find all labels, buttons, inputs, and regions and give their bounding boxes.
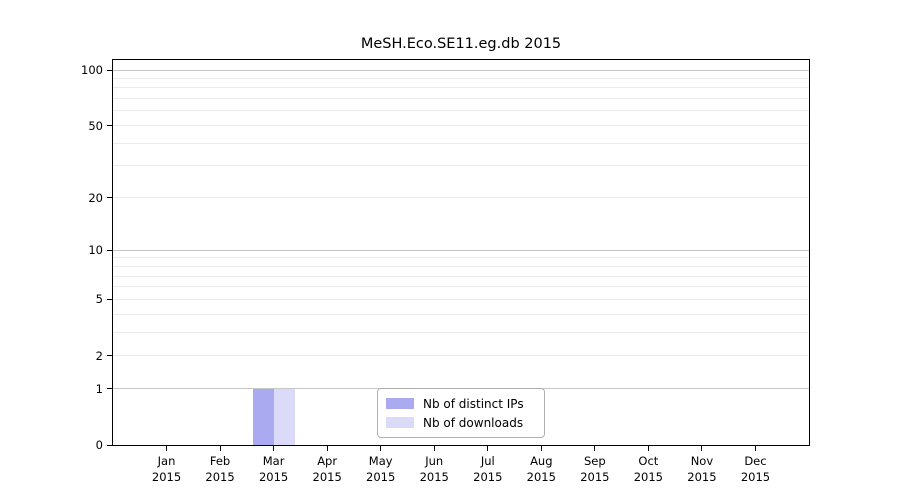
- x-tick-mark: [380, 446, 382, 451]
- y-gridline: [113, 275, 809, 277]
- y-tick-label: 1: [95, 381, 103, 396]
- legend-entry-label: Nb of downloads: [423, 415, 524, 430]
- x-tick-mark: [273, 446, 275, 451]
- y-gridline: [113, 265, 809, 267]
- x-tick-label: Mar 2015: [258, 454, 289, 484]
- y-tick-mark: [107, 249, 112, 251]
- y-gridline: [113, 125, 809, 127]
- y-gridline: [113, 87, 809, 89]
- x-tick-mark: [487, 446, 489, 451]
- y-tick-mark: [107, 355, 112, 357]
- legend-swatch-icon: [386, 398, 414, 409]
- x-tick-label: May 2015: [366, 454, 396, 484]
- x-tick-label: Feb 2015: [205, 454, 235, 484]
- y-tick-label: 0: [95, 438, 103, 452]
- legend-entry-label: Nb of distinct IPs: [423, 396, 524, 411]
- y-gridline: [113, 110, 809, 112]
- y-tick-label: 100: [81, 63, 103, 77]
- x-tick-label: Aug 2015: [526, 454, 556, 484]
- y-tick-label: 2: [95, 348, 103, 363]
- y-tick-mark: [107, 197, 112, 199]
- y-gridline: [113, 257, 809, 259]
- y-gridline: [113, 286, 809, 288]
- x-tick-mark: [433, 446, 435, 451]
- chart-title: MeSH.Eco.SE11.eg.db 2015: [360, 36, 562, 52]
- x-tick-label: Oct 2015: [633, 454, 664, 484]
- y-tick-label: 20: [88, 190, 103, 205]
- plot-area: Nb of distinct IPs Nb of downloads: [112, 59, 810, 446]
- x-tick-label: Apr 2015: [312, 454, 342, 484]
- x-tick-mark: [754, 446, 756, 451]
- x-tick-label: Dec 2015: [740, 454, 771, 484]
- legend: Nb of distinct IPs Nb of downloads: [377, 388, 545, 438]
- y-gridline: [113, 249, 809, 251]
- x-tick-label: Sep 2015: [580, 454, 610, 484]
- x-tick-label: Nov 2015: [687, 454, 717, 484]
- x-tick-label: Jan 2015: [151, 454, 182, 484]
- x-tick-label: Jun 2015: [419, 454, 449, 484]
- y-gridline: [113, 69, 809, 71]
- y-tick-mark: [107, 388, 112, 390]
- y-tick-mark: [107, 69, 112, 71]
- legend-entry: Nb of downloads: [386, 413, 536, 432]
- x-tick-mark: [647, 446, 649, 451]
- x-tick-mark: [166, 446, 168, 451]
- x-tick-mark: [540, 446, 542, 451]
- y-gridline: [113, 77, 809, 79]
- y-gridline: [113, 197, 809, 199]
- y-gridline: [113, 331, 809, 333]
- x-tick-mark: [594, 446, 596, 451]
- x-tick-mark: [701, 446, 703, 451]
- y-tick-label: 10: [88, 243, 103, 258]
- legend-swatch-icon: [386, 417, 414, 428]
- y-gridline: [113, 165, 809, 167]
- y-gridline: [113, 298, 809, 300]
- y-gridline: [113, 142, 809, 144]
- legend-entry: Nb of distinct IPs: [386, 394, 536, 413]
- x-tick-mark: [326, 446, 328, 451]
- bar-nb-of-downloads: [273, 388, 295, 445]
- y-tick-mark: [107, 298, 112, 300]
- x-tick-mark: [219, 446, 221, 451]
- y-tick-label: 50: [88, 118, 103, 133]
- y-gridline: [113, 355, 809, 357]
- x-tick-label: Jul 2015: [473, 454, 503, 484]
- y-tick-mark: [107, 125, 112, 127]
- y-gridline: [113, 98, 809, 100]
- bar-nb-of-distinct-ips: [252, 388, 274, 445]
- y-gridline: [113, 313, 809, 315]
- y-tick-mark: [107, 444, 112, 446]
- y-tick-label: 5: [95, 292, 103, 307]
